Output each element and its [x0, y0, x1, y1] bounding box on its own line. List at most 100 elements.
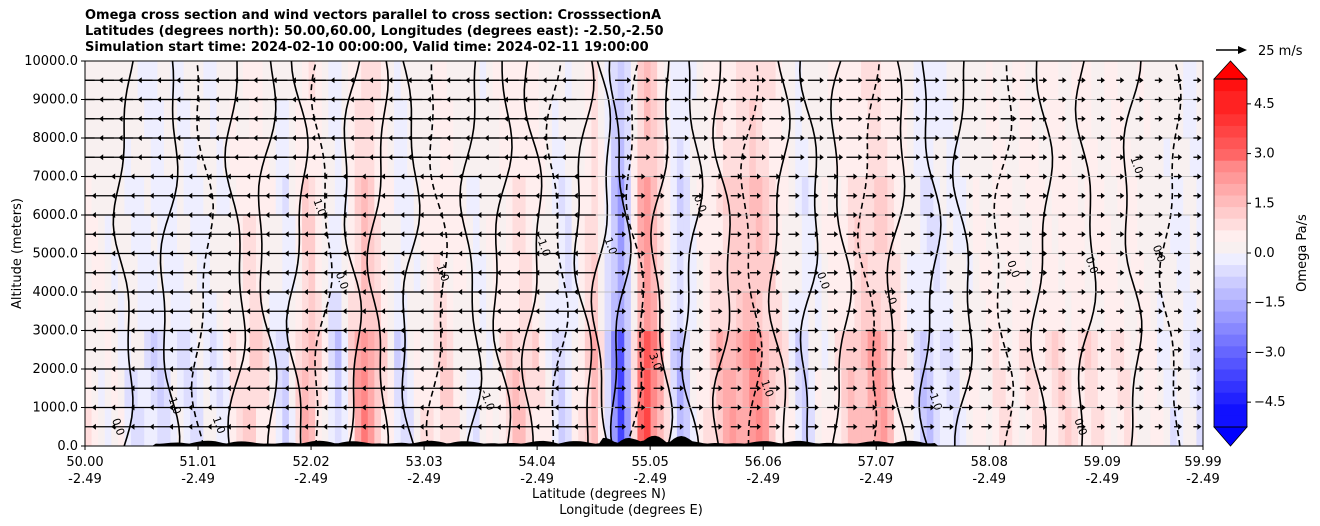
wind-vector-head	[1158, 346, 1163, 353]
wind-vector-head	[1062, 404, 1067, 411]
omega-cell	[1091, 330, 1099, 370]
omega-cell	[900, 253, 908, 293]
omega-cell	[992, 176, 1000, 216]
wind-vector-head	[515, 308, 520, 315]
wind-vector-head	[1120, 154, 1125, 161]
wind-vector-head	[265, 308, 270, 315]
wind-vector-head	[1062, 154, 1067, 161]
omega-cell	[1170, 253, 1178, 293]
omega-cell	[1143, 138, 1151, 178]
wind-vector-head	[757, 231, 762, 238]
wind-vector-head	[1139, 404, 1144, 411]
omega-cell	[1064, 330, 1073, 370]
omega-cell	[1104, 138, 1112, 178]
wind-vector-head	[246, 308, 251, 315]
omega-cell	[644, 176, 652, 216]
omega-cell	[663, 176, 671, 216]
wind-vector-head	[214, 135, 219, 141]
omega-contours: 0.0-1.01.01.00.01.0-1.0-1.01.03.00.01.00…	[109, 61, 1182, 446]
omega-cell	[900, 407, 908, 446]
wind-vector-head	[1062, 327, 1067, 334]
x-axis-label-lat: Latitude (degrees N)	[532, 487, 666, 502]
wind-vector-head	[1178, 385, 1183, 392]
wind-vector-head	[446, 135, 451, 141]
wind-vector-head	[1120, 289, 1125, 295]
omega-cell	[644, 407, 652, 446]
wind-vector-head	[234, 77, 239, 84]
wind-vector-head	[930, 346, 935, 353]
wind-vector-head	[776, 192, 781, 199]
wind-vector-head	[407, 115, 412, 122]
contour-label: 0.0	[1083, 255, 1101, 276]
wind-vector-head	[311, 135, 316, 141]
wind-vector-head	[877, 154, 882, 161]
y-tick-label: 4000.0	[33, 285, 79, 300]
omega-cell	[1104, 330, 1112, 370]
wind-vector-head	[969, 289, 974, 295]
wind-vector-head	[330, 115, 335, 122]
colorbar-level	[1214, 392, 1247, 405]
omega-cell	[722, 369, 731, 409]
omega-cell	[1170, 292, 1178, 332]
omega-cell	[880, 176, 888, 216]
colorbar-tick-label: −3.0	[1254, 345, 1286, 360]
wind-vector-head	[660, 366, 665, 372]
omega-cell	[841, 138, 849, 178]
omega-cell	[801, 138, 810, 178]
wind-vector-head	[930, 231, 935, 238]
omega-cell	[1150, 215, 1158, 255]
omega-cell	[861, 407, 869, 446]
wind-vector-head	[718, 231, 723, 238]
wind-vector-head	[911, 173, 916, 180]
wind-vector-head	[188, 327, 193, 334]
x-tick-label-lat: 59.09	[1084, 455, 1121, 470]
wind-vector-head	[496, 404, 501, 411]
wind-vector-head	[660, 250, 665, 257]
x-tick-label-lon: -2.49	[746, 472, 780, 487]
omega-cell	[1163, 292, 1171, 332]
wind-vector-head	[1120, 96, 1125, 103]
wind-vector-head	[737, 327, 742, 334]
colorbar-level	[1214, 299, 1247, 312]
wind-vector-head	[73, 231, 77, 237]
wind-vector-head	[515, 289, 520, 295]
wind-vector-head	[1100, 327, 1105, 334]
wind-vector-head	[1100, 77, 1105, 84]
wind-vector-head	[896, 115, 901, 122]
wind-vector-head	[935, 77, 940, 84]
wind-vector-head	[776, 404, 781, 411]
wind-vector-head	[718, 346, 723, 353]
wind-vector-head	[323, 212, 328, 218]
wind-vector-head	[891, 173, 896, 180]
wind-vector-head	[265, 192, 270, 199]
wind-vector-head	[814, 173, 819, 180]
omega-cell	[1110, 176, 1119, 216]
wind-vector-head	[1043, 212, 1048, 218]
colorbar-level	[1214, 79, 1247, 92]
wind-vector-head	[1100, 192, 1105, 199]
omega-cell	[992, 369, 1000, 409]
omega-cell	[913, 215, 921, 255]
wind-vector-head	[188, 385, 193, 392]
wind-vector-head	[699, 385, 704, 392]
wind-vector-head	[1043, 346, 1048, 353]
wind-vector-head	[458, 327, 463, 334]
omega-cell	[1032, 138, 1040, 178]
wind-vector-head	[949, 423, 954, 430]
omega-cell	[604, 330, 612, 370]
wind-vector-head	[311, 77, 316, 84]
wind-vector-head	[949, 346, 954, 353]
omega-cell	[900, 292, 908, 332]
wind-vector-head	[1158, 135, 1163, 141]
omega-cell	[1143, 292, 1151, 332]
wind-vector-head	[1158, 404, 1163, 411]
wind-vector-head	[795, 385, 800, 392]
wind-vector-head	[1026, 269, 1031, 276]
omega-cell	[1110, 292, 1119, 332]
omega-cell	[1143, 215, 1151, 255]
x-tick-label-lat: 57.07	[858, 455, 895, 470]
wind-vector-head	[349, 115, 354, 122]
wind-vector-head	[622, 289, 627, 295]
wind-vector-head	[535, 231, 540, 238]
omega-cell	[841, 215, 849, 255]
